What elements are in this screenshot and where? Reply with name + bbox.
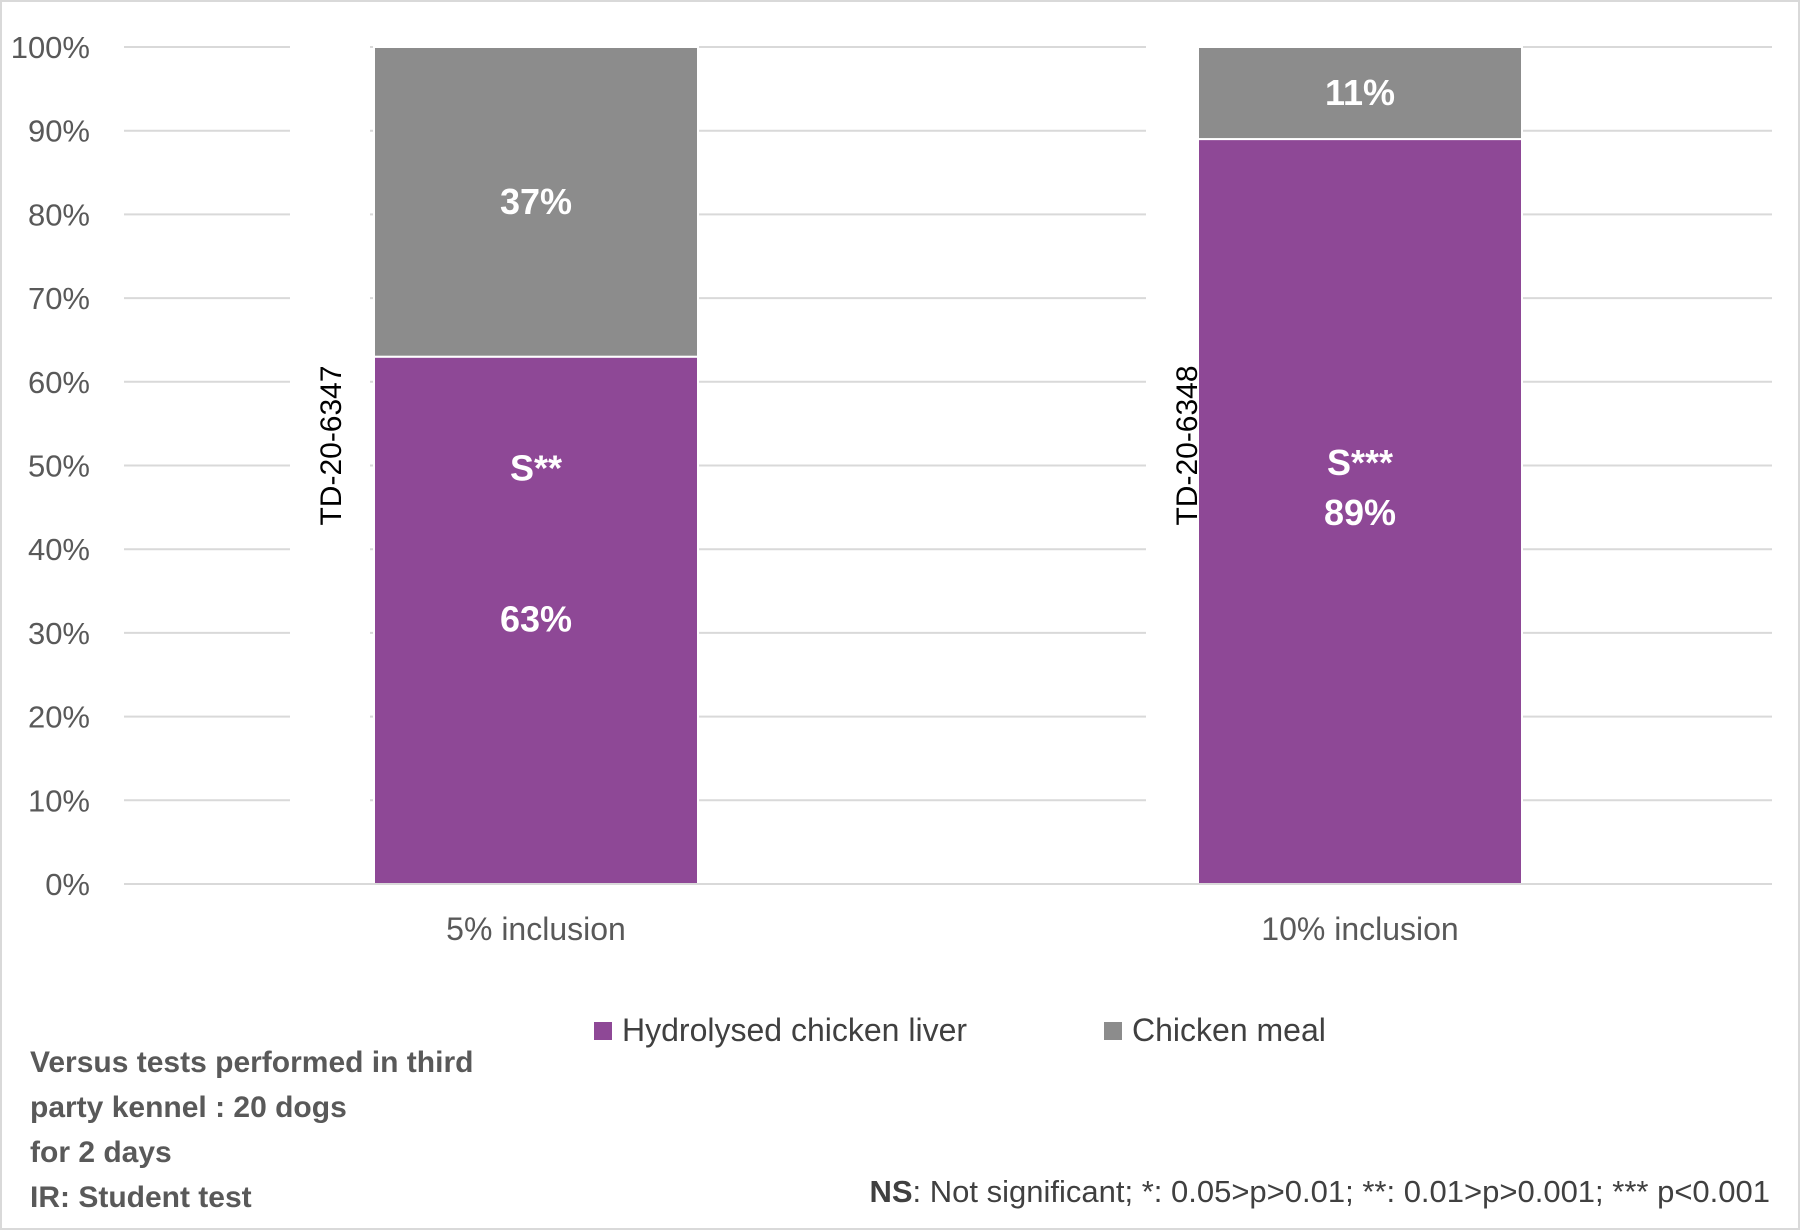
- legend-item-hydrolysed-chicken-liver: Hydrolysed chicken liver: [594, 1012, 967, 1049]
- y-tick-label: 70%: [28, 281, 90, 316]
- y-tick-label: 20%: [28, 700, 90, 735]
- legend-item-chicken-meal: Chicken meal: [1104, 1012, 1326, 1049]
- test-id-label: TD-20-6348: [1171, 365, 1204, 525]
- data-label: 11%: [1325, 72, 1395, 113]
- bar-segment: [373, 355, 699, 885]
- y-tick-label: 0%: [45, 867, 90, 902]
- legend-label: Hydrolysed chicken liver: [622, 1012, 968, 1048]
- y-tick-label: 80%: [28, 197, 90, 232]
- footnote-ns: NS: [869, 1174, 913, 1209]
- study-notes: Versus tests performed in third party ke…: [30, 1040, 473, 1220]
- data-label: 89%: [1324, 492, 1396, 533]
- significance-label: S**: [510, 448, 562, 489]
- legend-swatch-gray: [1104, 1021, 1122, 1040]
- label-gap: [290, 43, 370, 888]
- y-tick-label: 60%: [28, 365, 90, 400]
- y-tick-label: 40%: [28, 532, 90, 567]
- category-label: 10% inclusion: [1261, 911, 1458, 947]
- test-id-label: TD-20-6347: [315, 365, 348, 525]
- y-tick-label: 50%: [28, 449, 90, 484]
- notes-line: Versus tests performed in third: [30, 1046, 474, 1079]
- data-label: 37%: [500, 181, 572, 222]
- legend-label: Chicken meal: [1132, 1012, 1326, 1048]
- notes-line: party kennel : 20 dogs: [30, 1091, 347, 1124]
- stacked-bar-chart: 0% 10% 20% 30% 40% 50% 60% 70% 80% 90% 100% 37% S** 6…: [11, 30, 1772, 947]
- legend: Hydrolysed chicken liver Chicken meal: [0, 1012, 1800, 1060]
- bar-segment: [1197, 138, 1523, 885]
- data-label: 63%: [500, 599, 572, 640]
- bar-segment: [1197, 46, 1523, 141]
- legend-swatch-purple: [594, 1021, 612, 1040]
- y-tick-label: 10%: [28, 783, 90, 818]
- bar-segment: [373, 46, 699, 358]
- category-label: 5% inclusion: [446, 911, 626, 947]
- y-tick-label: 90%: [28, 114, 90, 149]
- y-tick-label: 30%: [28, 616, 90, 651]
- notes-line: for 2 days: [30, 1136, 172, 1169]
- y-tick-label: 100%: [11, 30, 90, 65]
- notes-line: IR: Student test: [30, 1181, 252, 1214]
- footnote-text: : Not significant; *: 0.05>p>0.01; **: 0…: [912, 1174, 1770, 1209]
- significance-footnote: NS: Not significant; *: 0.05>p>0.01; **:…: [869, 1174, 1770, 1210]
- significance-label: S***: [1327, 442, 1393, 483]
